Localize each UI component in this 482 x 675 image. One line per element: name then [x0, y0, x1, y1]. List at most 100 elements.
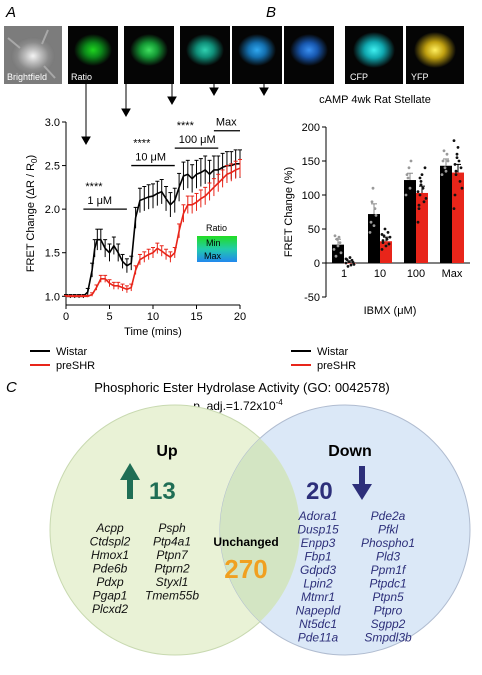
gene-name: Pde6b — [93, 562, 128, 576]
panel-b-title: cAMP 4wk Rat Stellate — [319, 94, 431, 106]
ratio-label: Ratio — [71, 72, 92, 82]
y-axis-label: FRET Change (%) — [283, 167, 295, 257]
padj-text: p. adj.=1.72x10-4 — [193, 398, 283, 413]
y-tick-label: 0 — [314, 258, 320, 270]
ratio-scale-min: Min — [206, 238, 221, 248]
gene-name: Psph — [158, 521, 186, 535]
x-tick-label: 1 — [341, 268, 347, 280]
fret-time-course-chart: 1.0 1.5 2.0 2.5 3.0 0 5 10 15 20 Time (mins) FRET C… — [25, 117, 246, 338]
data-point — [460, 186, 464, 190]
data-point — [441, 159, 445, 163]
gene-name: Ptprn2 — [154, 562, 190, 576]
data-point — [372, 224, 376, 228]
y-tick-label: 1.5 — [45, 248, 60, 260]
cfp-image: CFP — [345, 26, 403, 84]
y-tick-label: 1.0 — [45, 291, 60, 303]
gene-name: Pdxp — [96, 575, 124, 589]
down-label: Down — [328, 443, 372, 460]
up-arrow-icon — [120, 463, 140, 499]
panel-b-legend: Wistar preSHR — [291, 346, 356, 372]
data-point — [332, 248, 336, 251]
data-point — [442, 149, 446, 153]
x-tick-label: Max — [442, 268, 463, 280]
panel-c-title: Phosphoric Ester Hydrolase Activity (GO:… — [94, 380, 390, 395]
series-line-preshr — [66, 167, 241, 298]
gene-name: Mtmr1 — [301, 590, 335, 604]
data-point — [445, 152, 449, 156]
bar-preshr — [416, 192, 428, 263]
data-point — [458, 180, 462, 183]
data-point — [385, 237, 389, 241]
data-point — [418, 176, 422, 180]
data-point — [388, 235, 392, 239]
legend-preshr-a: preSHR — [56, 360, 95, 372]
venn-diagram: Up 13 AcppCtdspl2Hmox1Pde6bPdxpPgap1Plcx… — [49, 404, 471, 656]
data-point — [416, 220, 420, 224]
data-point — [346, 265, 350, 268]
series-line-wistar — [66, 163, 240, 298]
y-tick-label: 200 — [302, 122, 320, 134]
gene-name: Fbp1 — [304, 550, 331, 564]
dose-label: 1 μM — [87, 195, 112, 207]
x-tick-label: 10 — [147, 311, 159, 323]
data-point — [456, 146, 460, 149]
data-point — [444, 169, 448, 173]
timepoint-arrows — [81, 84, 269, 146]
ratio-image-2 — [124, 26, 174, 84]
x-tick-label: 0 — [63, 311, 69, 323]
yfp-label: YFP — [411, 72, 429, 82]
fret-bar-chart: -50 0 50 100 150 200 FRET Change (%) IBMX (μM) 1… — [283, 122, 470, 317]
data-point — [419, 183, 423, 187]
gene-name: Ptpn5 — [372, 590, 404, 604]
bar-wistar — [440, 165, 452, 263]
gene-name: Gdpd3 — [300, 563, 336, 577]
data-point — [338, 241, 342, 245]
gene-name: Pld3 — [376, 550, 400, 564]
data-point — [408, 186, 412, 190]
data-point — [337, 235, 341, 239]
data-point — [407, 166, 411, 170]
cfp-label: CFP — [350, 72, 368, 82]
gene-name: Ptpn7 — [156, 548, 189, 562]
x-axis-label: IBMX (μM) — [364, 305, 417, 317]
unchanged-label: Unchanged — [213, 535, 278, 549]
y-tick-label: 150 — [302, 156, 320, 168]
data-point — [453, 163, 457, 166]
gene-name: Pfkl — [378, 523, 398, 537]
yfp-image: YFP — [406, 26, 464, 84]
x-axis-label: Time (mins) — [124, 326, 182, 338]
bar-preshr — [452, 172, 464, 263]
data-point — [347, 260, 351, 264]
down-count: 20 — [306, 478, 333, 505]
data-point — [443, 166, 447, 170]
up-label: Up — [156, 443, 178, 460]
panel-b-letter: B — [266, 4, 276, 21]
data-point — [424, 197, 428, 200]
dose-label: 10 μM — [135, 152, 166, 164]
significance-label: **** — [177, 120, 195, 132]
up-count: 13 — [149, 478, 176, 505]
y-axis-label: FRET Change (ΔR / R0) — [25, 155, 39, 272]
data-point — [381, 239, 385, 242]
data-point — [404, 193, 408, 197]
legend-preshr-b: preSHR — [317, 360, 356, 372]
data-point — [334, 254, 338, 258]
gene-name: Enpp3 — [301, 536, 336, 550]
data-point — [349, 263, 353, 267]
ratio-scale: Ratio Min Max — [197, 223, 237, 262]
data-point — [418, 193, 422, 197]
down-arrow-icon — [352, 466, 372, 500]
panel-c-letter: C — [6, 379, 17, 396]
data-point — [421, 186, 425, 190]
gene-name: Pde11a — [298, 631, 339, 645]
data-point — [374, 214, 378, 217]
data-point — [380, 248, 384, 251]
gene-name: Smpdl3b — [364, 631, 412, 645]
unchanged-count: 270 — [224, 554, 267, 584]
bar-wistar — [368, 214, 380, 263]
y-tick-label: 50 — [308, 224, 320, 236]
data-point — [453, 193, 457, 197]
gene-name: Ppm1f — [371, 563, 407, 577]
y-tick-label: 2.0 — [45, 204, 60, 216]
